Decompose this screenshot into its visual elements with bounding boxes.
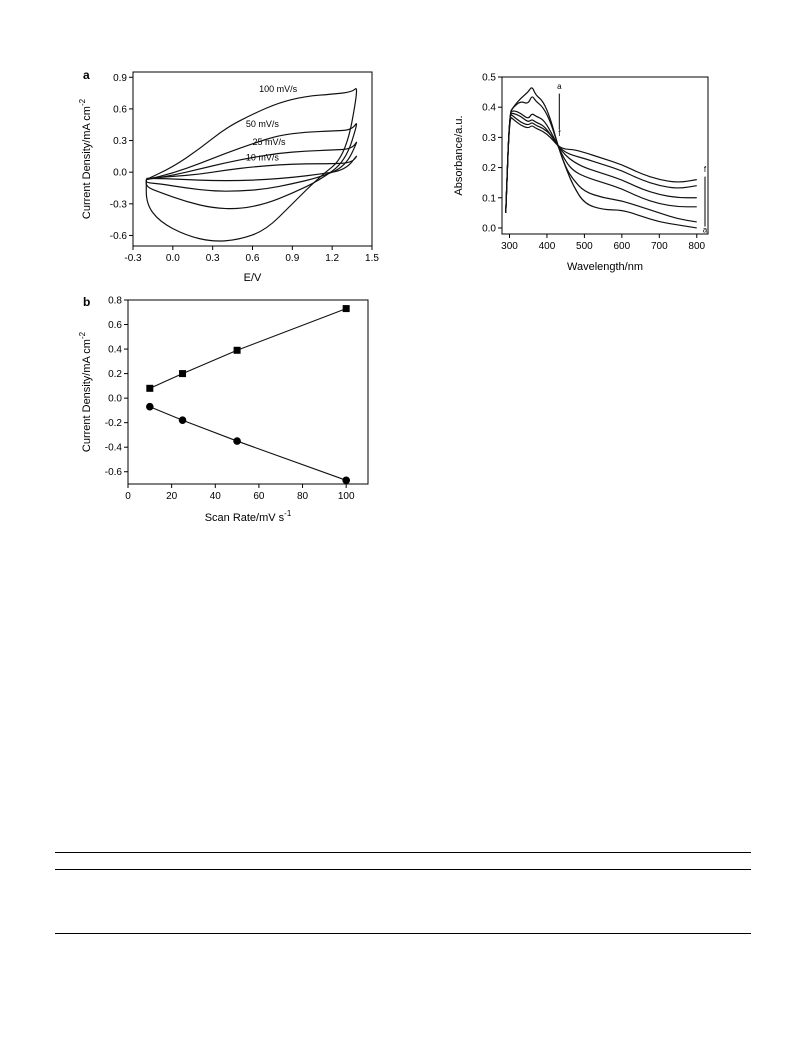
x-tick-label: 100 xyxy=(338,491,355,502)
cv-curve xyxy=(145,141,358,192)
x-tick-label: 0.0 xyxy=(166,253,180,264)
y-axis-title-sup: -2 xyxy=(78,98,87,106)
y-tick-label: 0.3 xyxy=(113,136,127,147)
x-tick-label: 1.5 xyxy=(365,253,379,264)
x-tick-label: 0 xyxy=(125,491,131,502)
trend-label-top-start: a xyxy=(557,82,562,91)
table-bottom-rule xyxy=(55,933,751,934)
square-marker xyxy=(179,370,187,378)
plot-frame xyxy=(127,299,369,485)
x-tick-label: 1.2 xyxy=(325,253,339,264)
y-tick-label: 0.5 xyxy=(482,73,496,84)
absorbance-curve xyxy=(505,110,697,213)
y-tick-label: 0.9 xyxy=(113,73,127,84)
cv-curve-label: 100 mV/s xyxy=(259,84,298,94)
x-tick-label: -0.3 xyxy=(124,253,142,264)
cv-curve-label: 50 mV/s xyxy=(246,119,280,129)
circle-marker xyxy=(178,416,187,425)
chart-b-axes: 0 20 40 60 80 100 -0.6 -0.4 -0.2 0.0 0.2 0.4 0.6 0.8 S… xyxy=(78,295,369,524)
y-tick-label: 0.0 xyxy=(108,394,122,405)
cv-curve xyxy=(145,123,358,210)
circle-marker xyxy=(233,437,241,445)
x-tick-label: 500 xyxy=(576,241,593,252)
absorbance-curve xyxy=(505,114,697,213)
x-tick-label: 0.9 xyxy=(285,253,299,264)
circle-marker xyxy=(342,476,350,485)
x-axis-title: E/V xyxy=(244,272,262,284)
square-marker xyxy=(342,305,350,313)
square-marker xyxy=(233,346,241,354)
y-tick-label: 0.0 xyxy=(482,223,496,234)
y-axis-title: Absorbance/a.u. xyxy=(453,115,465,195)
y-axis-title: Current Density/mA cm-2 xyxy=(78,331,93,452)
x-tick-label: 400 xyxy=(539,241,556,252)
x-tick-label: 20 xyxy=(166,491,178,502)
panel-label: b xyxy=(83,295,90,309)
absorbance-curve xyxy=(505,117,697,213)
y-tick-label: -0.6 xyxy=(105,467,123,478)
cv-curve xyxy=(146,155,358,182)
plot-frame xyxy=(501,76,709,235)
x-tick-label: 300 xyxy=(501,241,518,252)
x-tick-label: 700 xyxy=(651,241,668,252)
y-tick-label: 0.2 xyxy=(108,369,122,380)
square-marker xyxy=(146,384,154,392)
y-axis-title-sup: -2 xyxy=(78,331,87,339)
y-tick-label: 0.2 xyxy=(482,163,496,174)
y-tick-label: 0.0 xyxy=(113,168,127,179)
trend-label-right-start: f xyxy=(704,165,707,174)
y-tick-label: -0.4 xyxy=(105,443,123,454)
fit-line xyxy=(149,406,347,481)
chart-a-axes: -0.3 0.0 0.3 0.6 0.9 1.2 1.5 -0.6 -0.3 0.0 0.3 0.6 0… xyxy=(78,68,379,284)
y-tick-label: 0.4 xyxy=(482,103,496,114)
x-axis-title-sup: -1 xyxy=(284,509,292,518)
x-axis-title: Scan Rate/mV s-1 xyxy=(205,509,292,524)
trend-label-top-end: f xyxy=(558,129,561,138)
y-axis-title: Current Density/mA cm-2 xyxy=(78,98,93,219)
y-tick-label: 0.6 xyxy=(108,320,122,331)
cv-curve-label: 25 mV/s xyxy=(253,137,287,147)
y-tick-label: 0.4 xyxy=(108,345,122,356)
panel-label: a xyxy=(83,68,90,82)
y-tick-label: -0.2 xyxy=(105,418,123,429)
cv-curve-label: 10 mV/s xyxy=(246,153,280,163)
x-tick-label: 800 xyxy=(688,241,705,252)
x-tick-label: 60 xyxy=(253,491,265,502)
trend-label-right-end: a xyxy=(703,225,708,234)
table-top-rule xyxy=(55,852,751,853)
x-tick-label: 80 xyxy=(297,491,309,502)
y-tick-label: 0.3 xyxy=(482,133,496,144)
circle-marker xyxy=(146,402,154,411)
y-tick-label: 0.1 xyxy=(482,193,496,204)
cv-curve xyxy=(145,88,358,242)
x-tick-label: 600 xyxy=(614,241,631,252)
y-tick-label: 0.6 xyxy=(113,104,127,115)
table-header-rule xyxy=(55,869,751,870)
absorbance-curve xyxy=(505,112,697,213)
y-tick-label: 0.8 xyxy=(108,296,122,307)
x-tick-label: 0.3 xyxy=(206,253,220,264)
x-tick-label: 0.6 xyxy=(246,253,260,264)
fit-line xyxy=(149,308,347,389)
chart-uv-axes: 300 400 500 600 700 800 0.0 0.1 0.2 0.3 0.4 0.5 Wave… xyxy=(453,73,709,273)
y-tick-label: -0.6 xyxy=(110,231,128,242)
x-axis-title: Wavelength/nm xyxy=(567,261,643,273)
y-tick-label: -0.3 xyxy=(110,199,128,210)
x-tick-label: 40 xyxy=(210,491,222,502)
